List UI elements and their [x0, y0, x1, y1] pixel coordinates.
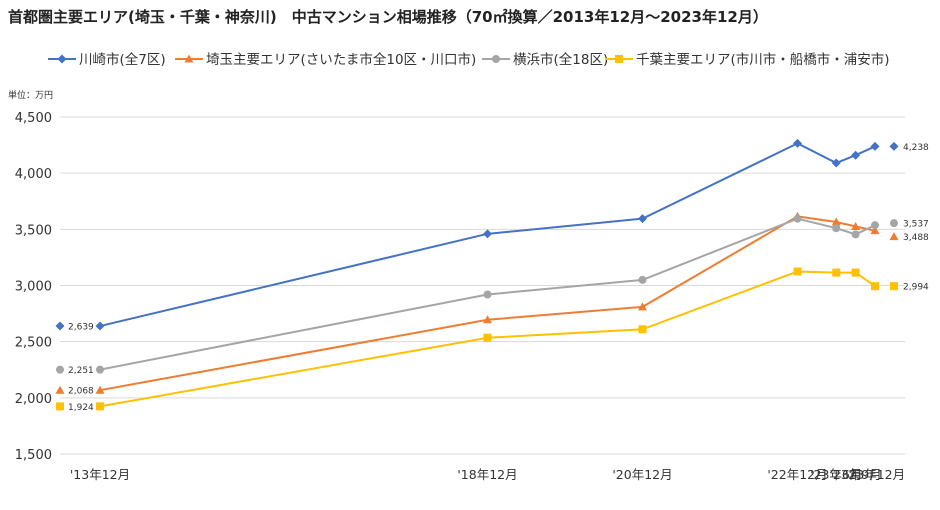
end-label-marker	[890, 219, 898, 228]
data-point	[793, 267, 802, 276]
y-tick-label: 2,000	[15, 392, 52, 407]
y-tick-label: 1,500	[15, 448, 52, 463]
x-tick-label: '18年12月	[457, 467, 517, 482]
data-point	[871, 282, 879, 291]
data-point	[483, 229, 492, 239]
data-point	[638, 214, 647, 224]
unit-label: 単位：万円	[8, 89, 53, 101]
x-tick-label: '22年12月	[767, 467, 827, 482]
y-tick-label: 3,000	[15, 280, 52, 295]
start-value-label: 2,068	[68, 387, 94, 397]
data-point	[638, 302, 647, 311]
data-point	[96, 365, 104, 374]
legend-marker	[184, 54, 194, 63]
x-tick-label: '23年9月	[829, 467, 881, 482]
start-label-marker	[56, 365, 64, 374]
end-label-marker	[889, 232, 899, 241]
data-point	[95, 385, 105, 394]
data-point	[793, 214, 802, 223]
x-tick-label: '23年12月	[845, 467, 905, 482]
y-tick-label: 4,000	[15, 167, 52, 182]
data-point	[851, 222, 861, 231]
series-3	[96, 214, 879, 374]
legend-label: 千葉主要エリア(市川市・船橋市・浦安市)	[636, 51, 890, 68]
end-labels: 2,639 4,238 2,068 3,488 2,251 3,537 1,924 2,994	[55, 141, 929, 413]
start-value-label: 2,251	[68, 366, 94, 376]
start-label-marker	[55, 321, 65, 331]
data-point	[831, 158, 841, 168]
y-tick-label: 3,500	[15, 223, 52, 238]
data-point	[870, 226, 880, 235]
data-point	[832, 224, 841, 233]
end-label-marker	[889, 141, 899, 151]
legend-marker	[57, 54, 67, 64]
series-4	[96, 267, 879, 411]
legend-marker	[615, 55, 623, 63]
y-tick-label: 4,500	[15, 111, 52, 126]
data-point	[871, 221, 879, 230]
legend-item-1: 川崎市(全7区)	[48, 51, 166, 68]
legend-label: 横浜市(全18区)	[513, 51, 608, 68]
series-group	[95, 138, 880, 411]
data-point	[851, 230, 860, 239]
data-point	[638, 275, 647, 284]
data-point	[95, 321, 105, 331]
data-point	[638, 325, 647, 334]
end-value-label: 3,488	[903, 233, 929, 243]
legend-item-2: 埼玉主要エリア(さいたま市全10区・川口市)	[175, 51, 476, 68]
x-tick-label: '20年12月	[612, 467, 672, 482]
start-value-label: 2,639	[68, 323, 94, 333]
end-value-label: 3,537	[903, 220, 929, 230]
data-point	[483, 315, 492, 324]
end-value-label: 2,994	[903, 283, 929, 293]
start-label-marker	[56, 402, 64, 411]
legend-label: 川崎市(全7区)	[79, 51, 166, 68]
series-line	[99, 215, 876, 392]
legend-item-4: 千葉主要エリア(市川市・船橋市・浦安市)	[605, 51, 890, 68]
data-point	[96, 402, 104, 411]
x-axis: '13年12月 '18年12月 '20年12月 '22年12月'23年6月'23年9月…	[70, 467, 905, 482]
end-label-marker	[890, 282, 898, 291]
data-point	[851, 150, 861, 160]
series-1	[95, 138, 880, 331]
series-2	[95, 211, 880, 394]
end-value-label: 4,238	[903, 143, 929, 153]
x-tick-label: '13年12月	[70, 467, 130, 482]
data-point	[483, 290, 492, 299]
chart-title: 首都圏主要エリア(埼玉・千葉・神奈川) 中古マンション相場推移（70㎡換算／20…	[8, 8, 768, 26]
data-point	[851, 268, 860, 277]
y-tick-label: 2,500	[15, 336, 52, 351]
y-axis: 1,500 2,000 2,500 3,000 3,500 4,000 4,500	[15, 111, 52, 463]
legend: 川崎市(全7区) 埼玉主要エリア(さいたま市全10区・川口市) 横浜市(全18区) 千…	[48, 51, 890, 68]
start-value-label: 1,924	[68, 403, 94, 413]
legend-marker	[492, 55, 500, 63]
legend-item-3: 横浜市(全18区)	[482, 51, 608, 68]
data-point	[832, 268, 841, 277]
gridlines	[60, 116, 905, 455]
start-label-marker	[55, 385, 65, 394]
data-point	[831, 217, 841, 226]
legend-label: 埼玉主要エリア(さいたま市全10区・川口市)	[206, 51, 476, 68]
data-point	[483, 333, 492, 342]
data-point	[870, 141, 880, 151]
x-tick-label: '23年6月	[810, 467, 862, 482]
data-point	[793, 138, 802, 148]
